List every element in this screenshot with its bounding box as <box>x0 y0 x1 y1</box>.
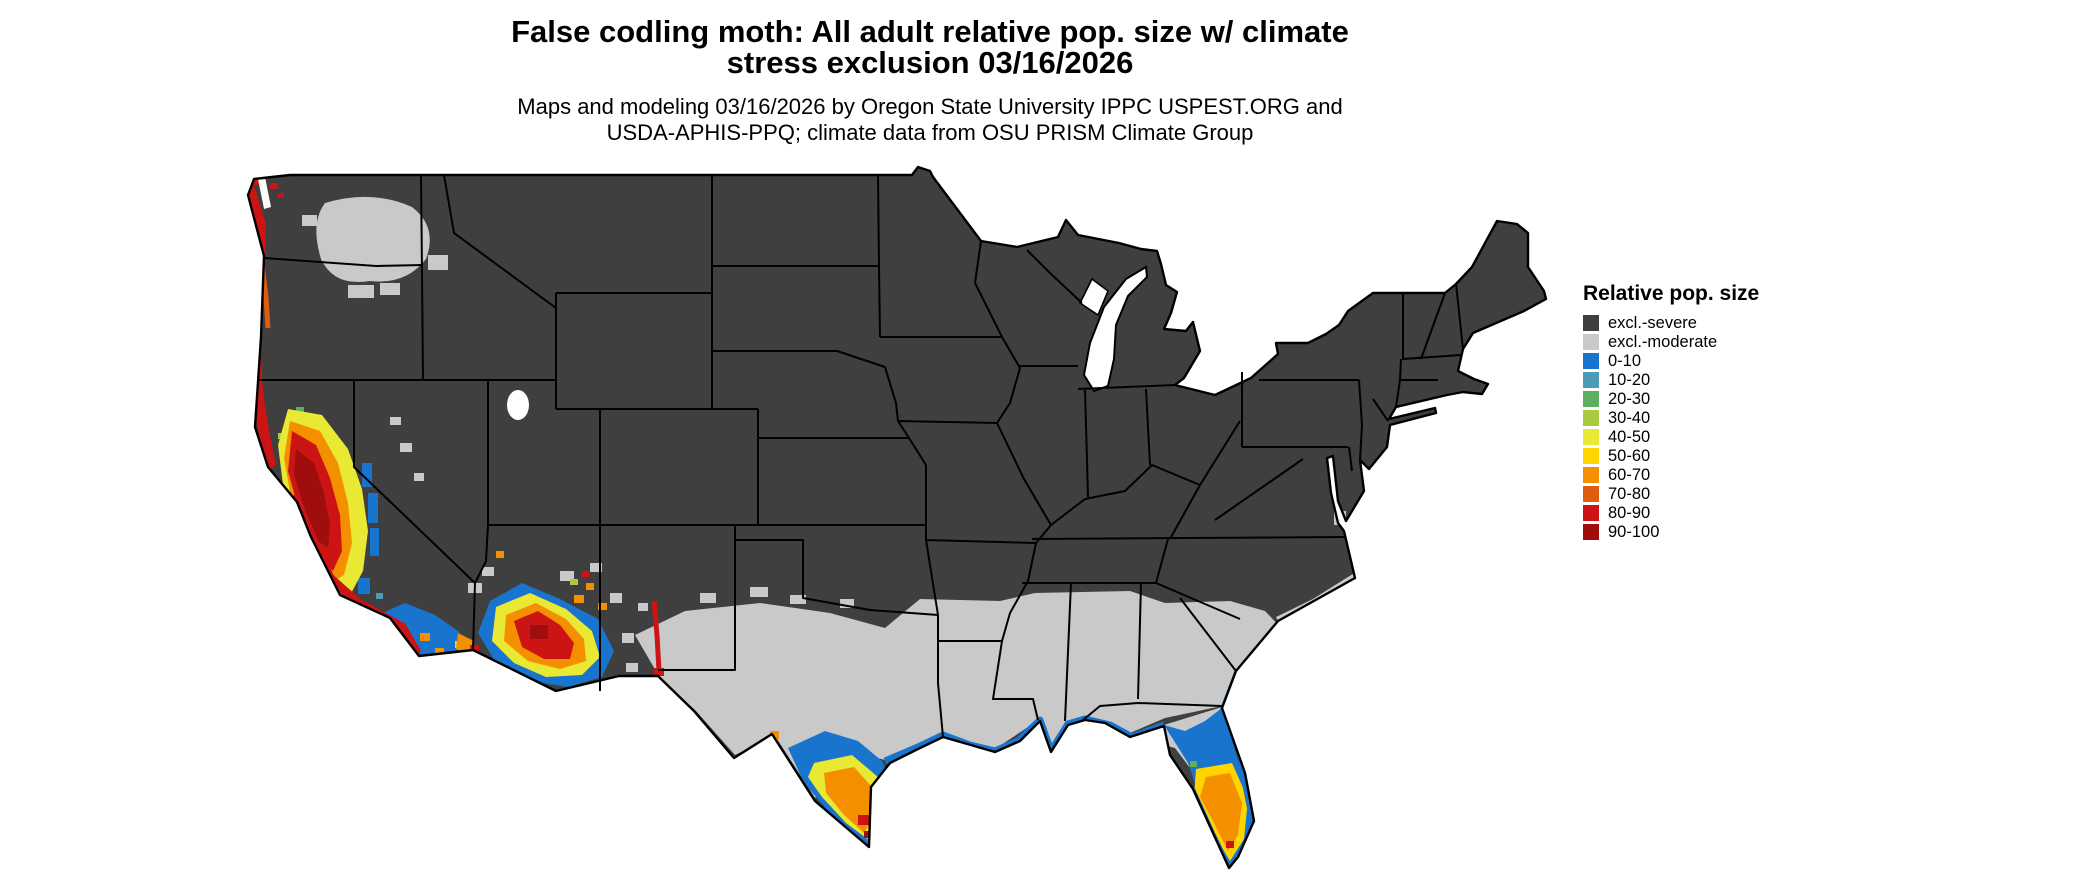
legend-swatch <box>1583 467 1599 483</box>
map-title: False codling moth: All adult relative p… <box>0 16 1860 78</box>
legend-swatch <box>1583 391 1599 407</box>
map-region-excl-severe <box>248 167 1546 868</box>
legend-item: 70-80 <box>1583 486 1759 502</box>
legend-item: 80-90 <box>1583 505 1759 521</box>
legend-item: 20-30 <box>1583 391 1759 407</box>
legend-item-label: 0-10 <box>1608 352 1642 370</box>
subtitle-line-1: Maps and modeling 03/16/2026 by Oregon S… <box>517 94 1343 119</box>
legend-item: 30-40 <box>1583 410 1759 426</box>
state-borders <box>259 174 1464 738</box>
legend-swatch <box>1583 410 1599 426</box>
legend-swatch <box>1583 448 1599 464</box>
legend-item: excl.-severe <box>1583 315 1759 331</box>
legend-item-label: 70-80 <box>1608 485 1651 503</box>
legend: Relative pop. size excl.-severe excl.-mod… <box>1583 282 1759 543</box>
legend-swatch <box>1583 429 1599 445</box>
legend-item: 10-20 <box>1583 372 1759 388</box>
legend-items: excl.-severe excl.-moderate 0-10 10-20 20-30… <box>1583 315 1759 540</box>
legend-item: 40-50 <box>1583 429 1759 445</box>
puget-sound <box>258 177 271 209</box>
subtitle-line-2: USDA-APHIS-PPQ; climate data from OSU PR… <box>606 120 1254 145</box>
legend-item: excl.-moderate <box>1583 334 1759 350</box>
title-line-1: False codling moth: All adult relative p… <box>511 14 1349 49</box>
legend-item: 60-70 <box>1583 467 1759 483</box>
map-subtitle: Maps and modeling 03/16/2026 by Oregon S… <box>0 94 1860 146</box>
legend-item-label: 30-40 <box>1608 409 1651 427</box>
legend-item: 0-10 <box>1583 353 1759 369</box>
legend-item-label: 60-70 <box>1608 466 1651 484</box>
map-colored-regions <box>248 177 1358 867</box>
legend-item-label: 20-30 <box>1608 390 1651 408</box>
legend-swatch <box>1583 353 1599 369</box>
legend-swatch <box>1583 334 1599 350</box>
us-map-svg <box>246 165 1548 870</box>
legend-item-label: 40-50 <box>1608 428 1651 446</box>
legend-item-label: 50-60 <box>1608 447 1651 465</box>
legend-item: 50-60 <box>1583 448 1759 464</box>
great-salt-lake <box>507 390 529 420</box>
legend-swatch <box>1583 315 1599 331</box>
legend-item-label: excl.-moderate <box>1608 333 1718 351</box>
title-line-2: stress exclusion 03/16/2026 <box>726 45 1134 80</box>
legend-swatch <box>1583 486 1599 502</box>
green-bay <box>1078 277 1109 317</box>
us-map <box>230 163 1570 875</box>
legend-swatch <box>1583 372 1599 388</box>
legend-swatch <box>1583 524 1599 540</box>
legend-item: 90-100 <box>1583 524 1759 540</box>
legend-swatch <box>1583 505 1599 521</box>
legend-title: Relative pop. size <box>1583 282 1760 305</box>
legend-item-label: 10-20 <box>1608 371 1651 389</box>
legend-item-label: 90-100 <box>1608 523 1660 541</box>
legend-item-label: 80-90 <box>1608 504 1651 522</box>
legend-item-label: excl.-severe <box>1608 314 1697 332</box>
